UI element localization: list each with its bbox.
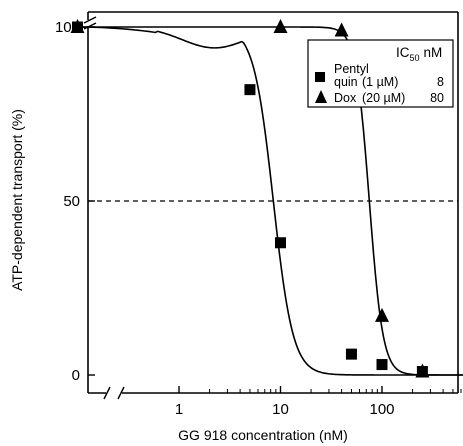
legend-series1-conc: (1 µM) <box>362 75 398 89</box>
legend-series2-conc: (20 µM) <box>362 91 405 105</box>
legend: IC50 nM Pentyl quin (1 µM) 8 Dox (20 µM) … <box>307 39 454 108</box>
y-tick-label: 50 <box>63 193 80 210</box>
legend-series1-ic50: 8 <box>437 75 444 89</box>
plot-frame <box>87 11 459 394</box>
legend-series1-line2: quin <box>334 75 358 89</box>
data-point-triangle <box>375 307 389 322</box>
x-tick-label: 100 <box>369 401 394 418</box>
data-markers <box>70 19 430 378</box>
data-point-square <box>345 348 357 360</box>
x-tick-label: 10 <box>272 401 289 418</box>
y-break-mark-1 <box>83 16 97 24</box>
x-break-mark-1 <box>103 386 111 400</box>
legend-series2-line1: Dox <box>334 91 357 105</box>
x-axis-label: GG 918 concentration (nM) <box>178 427 348 443</box>
legend-triangle-marker <box>315 90 327 103</box>
data-point-square <box>275 237 286 249</box>
legend-title-main: IC <box>396 45 410 60</box>
legend-title-unit: nM <box>424 45 443 60</box>
legend-series2-ic50: 80 <box>430 91 444 105</box>
ticks: 1101001000050100 <box>55 19 462 418</box>
data-point-triangle <box>273 19 288 33</box>
axis-break-marks <box>83 16 125 400</box>
legend-square-marker <box>315 72 325 82</box>
data-point-triangle <box>70 19 85 33</box>
data-point-square <box>244 84 256 96</box>
legend-title-sub: 50 <box>410 53 420 63</box>
legend-box <box>307 39 454 108</box>
y-tick-label: 0 <box>72 367 80 384</box>
legend-series1-line1: Pentyl <box>334 62 369 76</box>
x-break-mark-2 <box>117 386 125 400</box>
data-point-square <box>376 359 388 371</box>
data-point-triangle <box>415 363 430 378</box>
x-tick-label: 1 <box>175 401 183 418</box>
legend-title: IC50 nM <box>396 45 442 63</box>
data-point-triangle <box>334 22 349 37</box>
y-axis-label: ATP-dependent transport (%) <box>9 109 25 291</box>
y-break-mark-2 <box>83 22 97 30</box>
